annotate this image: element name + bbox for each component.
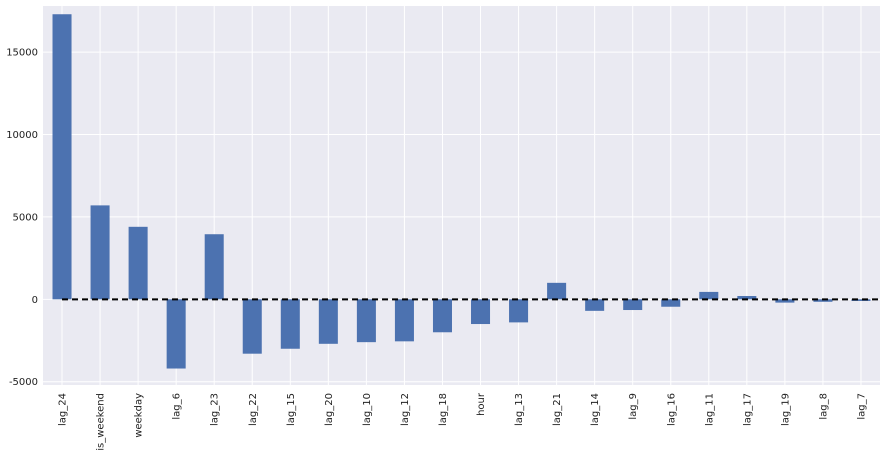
x-tick-label: lag_20	[324, 393, 335, 426]
x-tick-label: lag_19	[780, 393, 791, 426]
bar-is-weekend	[90, 205, 110, 300]
x-tick-label: weekday	[134, 393, 145, 438]
x-tick-label: lag_21	[552, 393, 563, 426]
x-tick-label: lag_9	[628, 393, 639, 420]
x-tick-label: lag_15	[286, 393, 297, 426]
bar-lag-20	[318, 299, 338, 344]
bar-lag-22	[242, 299, 262, 354]
x-tick-label: lag_23	[210, 393, 221, 426]
x-tick-label: lag_10	[362, 393, 373, 426]
x-tick-label: lag_7	[856, 393, 867, 420]
bar-lag-13	[509, 299, 529, 323]
x-tick-label: hour	[476, 392, 487, 416]
x-tick-label: lag_11	[704, 393, 715, 426]
x-axis-ticks: lag_24 is_weekend weekday lag_6 lag_23 lag_22…	[58, 392, 868, 451]
bar-lag-10	[356, 299, 376, 343]
bar-lag-9	[623, 299, 643, 311]
x-tick-label: lag_16	[666, 393, 677, 426]
x-tick-label: lag_6	[172, 393, 183, 420]
x-tick-label: lag_12	[400, 393, 411, 426]
bar-lag-19	[775, 299, 795, 303]
bars	[52, 14, 871, 369]
bar-lag-12	[394, 299, 414, 342]
bar-lag-6	[166, 299, 186, 369]
x-tick-label: lag_17	[742, 393, 753, 426]
x-tick-label: is_weekend	[96, 393, 107, 451]
x-tick-label: lag_22	[248, 393, 259, 426]
bar-lag-23	[204, 234, 224, 300]
bar-lag-17	[737, 296, 757, 300]
bar-hour	[471, 299, 491, 325]
bar-lag-21	[547, 282, 567, 300]
bar-lag-14	[585, 299, 605, 311]
y-tick-label: 0	[32, 295, 38, 306]
bar-lag-24	[52, 14, 72, 300]
y-tick-label: 5000	[13, 212, 38, 223]
bar-lag-7	[851, 299, 871, 301]
bar-lag-15	[280, 299, 300, 349]
x-tick-label: lag_18	[438, 393, 449, 426]
x-tick-label: lag_24	[58, 393, 69, 426]
x-tick-label: lag_13	[514, 393, 525, 426]
bar-lag-18	[432, 299, 452, 333]
bar-lag-16	[661, 299, 681, 307]
y-tick-label: 15000	[6, 48, 38, 59]
bar-weekday	[128, 226, 148, 300]
x-tick-label: lag_14	[590, 393, 601, 426]
y-tick-label: 10000	[6, 130, 38, 141]
bar-lag-11	[699, 291, 719, 300]
y-tick-label: -5000	[9, 377, 38, 388]
bar-lag-8	[813, 299, 833, 302]
x-tick-label: lag_8	[818, 393, 829, 420]
y-axis-ticks: -5000 0 5000 10000 15000	[6, 48, 38, 389]
